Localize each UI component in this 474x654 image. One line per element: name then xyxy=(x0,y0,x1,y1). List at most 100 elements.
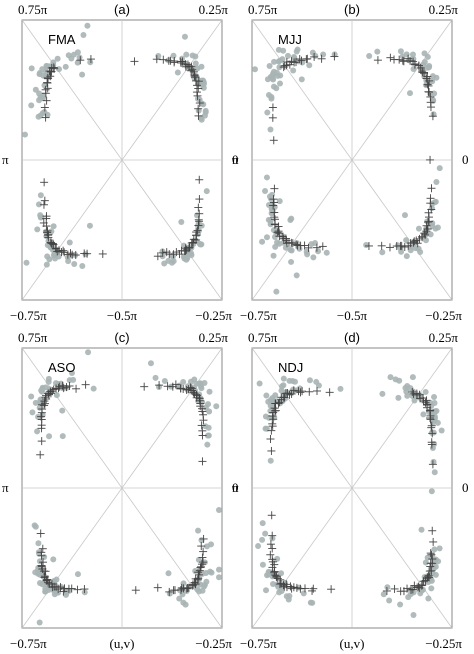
cross-point xyxy=(288,239,297,248)
cross-point xyxy=(45,67,54,76)
gray-point xyxy=(28,393,35,400)
gray-point xyxy=(34,226,41,233)
cross-point xyxy=(194,111,203,120)
gray-point xyxy=(37,214,44,221)
cross-point xyxy=(39,558,48,567)
gray-point xyxy=(85,349,92,356)
gray-point xyxy=(432,571,439,578)
cross-point xyxy=(427,205,436,214)
cross-point xyxy=(406,56,415,65)
cross-point xyxy=(36,529,45,538)
gray-point xyxy=(271,234,278,241)
cross-point xyxy=(155,381,164,390)
gray-point xyxy=(35,540,42,547)
cross-point xyxy=(193,91,202,100)
gray-point xyxy=(272,243,279,250)
cross-point xyxy=(296,388,305,397)
label-top-left: 0.75π xyxy=(248,2,278,17)
cross-point xyxy=(42,395,51,404)
gray-point xyxy=(38,387,45,394)
cross-point xyxy=(410,237,419,246)
season-label: MJJ xyxy=(278,32,302,47)
gray-point xyxy=(76,54,83,61)
cross-point xyxy=(426,549,435,558)
cross-point xyxy=(42,214,51,223)
label-bottom-right: −0.25π xyxy=(425,636,462,651)
gray-point xyxy=(66,239,73,246)
cross-point xyxy=(294,387,303,396)
gray-point xyxy=(44,253,51,260)
cross-point xyxy=(270,220,279,229)
gray-point xyxy=(264,109,271,116)
cross-point xyxy=(194,84,203,93)
cross-point xyxy=(428,112,437,121)
gray-point xyxy=(178,219,185,226)
gray-point xyxy=(313,378,320,385)
cross-point xyxy=(182,385,191,394)
cross-point xyxy=(198,457,207,466)
cross-point xyxy=(424,81,433,90)
cross-point xyxy=(426,92,435,101)
gray-point xyxy=(417,590,424,597)
gray-point xyxy=(424,53,431,60)
gray-point xyxy=(420,411,427,418)
cross-point xyxy=(40,103,49,112)
gray-point xyxy=(37,192,44,199)
cross-point xyxy=(197,421,206,430)
gray-point xyxy=(68,55,75,62)
gray-point xyxy=(259,561,266,568)
gray-point xyxy=(403,51,410,58)
gray-point xyxy=(36,619,43,626)
cross-point xyxy=(417,581,426,590)
cross-point xyxy=(175,250,184,259)
cross-point xyxy=(423,572,432,581)
cross-point xyxy=(41,567,50,576)
cross-point xyxy=(192,228,201,237)
gray-point xyxy=(379,249,386,256)
gray-point xyxy=(429,220,436,227)
gray-point xyxy=(422,559,429,566)
gray-point xyxy=(436,165,443,172)
panel-aso xyxy=(21,347,223,629)
gray-point xyxy=(28,102,35,109)
cross-point xyxy=(199,558,208,567)
cross-point xyxy=(297,56,306,65)
cross-point xyxy=(191,76,200,85)
gray-point xyxy=(50,223,57,230)
gray-point xyxy=(80,31,87,38)
gray-point xyxy=(263,392,270,399)
cross-point xyxy=(318,242,327,251)
cross-point xyxy=(187,384,196,393)
gray-point xyxy=(284,52,291,59)
gray-point xyxy=(43,261,50,268)
cross-point xyxy=(152,55,161,64)
cross-point xyxy=(165,587,174,596)
gray-point xyxy=(277,72,284,79)
gray-point xyxy=(74,571,81,578)
cross-point xyxy=(305,387,314,396)
gray-point xyxy=(273,288,280,295)
gray-point xyxy=(405,57,412,64)
cross-point xyxy=(273,228,282,237)
cross-point xyxy=(67,584,76,593)
cross-point xyxy=(428,429,437,438)
label-left: π xyxy=(232,480,239,495)
gray-point xyxy=(269,581,276,588)
gray-point xyxy=(418,526,425,533)
cross-point xyxy=(39,200,48,209)
cross-point xyxy=(281,389,290,398)
gray-point xyxy=(262,530,269,537)
gray-point xyxy=(197,581,204,588)
gray-point xyxy=(79,262,86,269)
gray-point xyxy=(199,587,206,594)
cross-point xyxy=(428,526,437,535)
gray-point xyxy=(278,587,285,594)
cross-point xyxy=(195,209,204,218)
gray-point xyxy=(274,555,281,562)
cross-point xyxy=(83,249,92,258)
gray-point xyxy=(23,259,30,266)
gray-point xyxy=(28,65,35,72)
cross-point xyxy=(98,249,107,258)
label-bottom-center: (u,v) xyxy=(340,636,365,651)
cross-point xyxy=(194,203,203,212)
